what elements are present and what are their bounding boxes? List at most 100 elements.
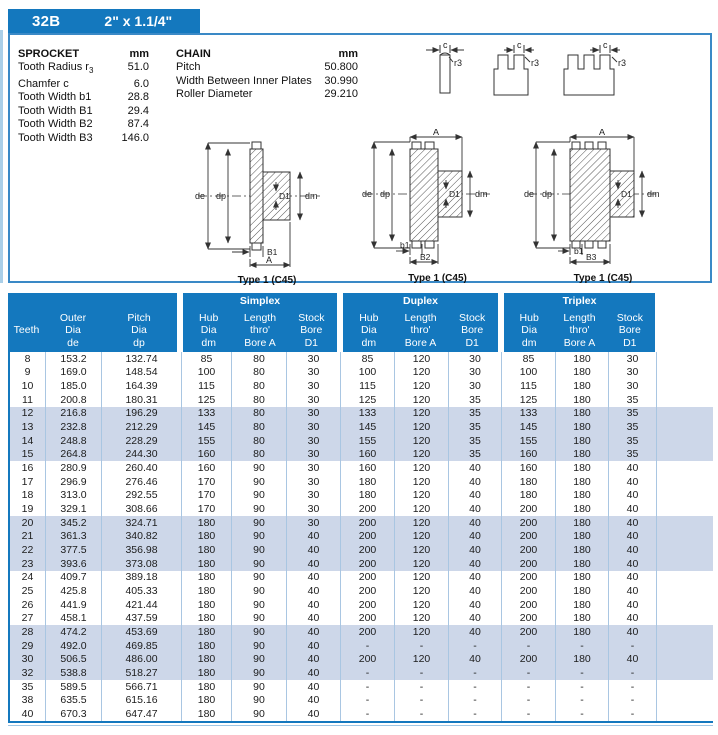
- group-title: Duplex: [402, 295, 438, 307]
- header-group-triplex: Triplex Hub Dia dm Length thro' Bore A Stock Bor…: [504, 293, 655, 352]
- table-cell: 40: [608, 652, 656, 667]
- table-cell: 90: [231, 543, 286, 557]
- table-cell: 12: [21, 407, 34, 420]
- table-row: 20 345.2 324.71 180 90 30 200 120 40 200 180 40: [10, 515, 713, 530]
- table-cell: 125: [340, 392, 394, 407]
- table-cell: 160: [501, 447, 555, 462]
- table-cell: 40: [286, 693, 340, 708]
- table-cell: 164.39: [101, 379, 181, 393]
- row-filler: [656, 406, 713, 421]
- chain-size: 2" x 1.1/4": [104, 13, 173, 29]
- table-cell: 35: [448, 433, 501, 448]
- spec-value: 87.4: [127, 118, 149, 131]
- row-filler: [656, 652, 713, 667]
- row-filler: [656, 379, 713, 393]
- table-cell: 153.2: [45, 352, 101, 366]
- table-cell: 40: [608, 584, 656, 598]
- dim-label-a: A: [433, 129, 439, 137]
- table-cell: 216.8: [45, 406, 101, 421]
- table-cell: 200: [501, 625, 555, 639]
- table-cell: 90: [231, 611, 286, 626]
- table-cell: 30: [286, 392, 340, 407]
- column-header-length-thro-bore-a: Length thro' Bore A: [404, 311, 437, 349]
- table-cell: 492.0: [45, 638, 101, 653]
- table-cell: 18: [21, 489, 34, 502]
- table-row: 19 329.1 308.66 170 90 30 200 120 40 200 180 40: [10, 502, 713, 516]
- spec-row: Width Between Inner Plates 30.990: [176, 75, 358, 88]
- table-cell: 120: [394, 515, 448, 530]
- table-cell: -: [394, 638, 448, 653]
- table-cell: 486.00: [101, 652, 181, 667]
- table-cell: 40: [286, 707, 340, 721]
- table-cell: -: [501, 707, 555, 721]
- table-cell: -: [448, 679, 501, 694]
- table-cell: 30: [286, 365, 340, 380]
- table-cell: 180: [501, 488, 555, 503]
- table-cell: 185.0: [45, 379, 101, 393]
- table-cell: 100: [501, 365, 555, 380]
- table-cell: 373.08: [101, 556, 181, 571]
- table-cell: 40: [448, 529, 501, 544]
- table-cell: 40: [286, 611, 340, 626]
- table-cell: 377.5: [45, 543, 101, 557]
- table-cell: 160: [501, 461, 555, 475]
- row-filler: [656, 556, 713, 571]
- table-cell: 200: [340, 611, 394, 626]
- spec-value: 30.990: [324, 74, 358, 87]
- dim-label-b1-small: b1: [574, 246, 584, 256]
- table-cell: 24: [21, 571, 34, 584]
- table-cell: 120: [394, 433, 448, 448]
- table-cell: 200: [501, 584, 555, 598]
- table-cell: 180: [555, 352, 608, 366]
- table-row: 15 264.8 244.30 160 80 30 160 120 35 160 180 35: [10, 447, 713, 462]
- table-row: 16 280.9 260.40 160 90 30 160 120 40 160 180 40: [10, 461, 713, 475]
- table-cell: 180: [181, 515, 231, 530]
- triplex-section-diagram: de dp D1 dm A b1 B3 Type 1 (C45): [522, 127, 684, 284]
- spec-row: Tooth Width b1 28.8: [18, 91, 149, 104]
- table-cell: -: [448, 638, 501, 653]
- table-cell: 180: [181, 652, 231, 667]
- table-cell: 35: [448, 420, 501, 434]
- table-cell: 40: [286, 679, 340, 694]
- table-cell: 120: [394, 352, 448, 366]
- table-row: 30 506.5 486.00 180 90 40 200 120 40 200 180 40: [10, 652, 713, 667]
- table-cell: 40: [608, 502, 656, 516]
- table-cell: 40: [448, 515, 501, 530]
- table-cell: 356.98: [101, 543, 181, 557]
- table-row: 10 185.0 164.39 115 80 30 115 120 30 115 180 30: [10, 379, 713, 393]
- spec-value: 146.0: [121, 131, 149, 144]
- table-cell: 200: [340, 625, 394, 639]
- table-cell: 20: [21, 516, 34, 529]
- table-cell: 133: [340, 406, 394, 421]
- table-cell: 40: [286, 597, 340, 612]
- table-cell: -: [555, 693, 608, 708]
- table-row: 11 200.8 180.31 125 80 30 125 120 35 125 180 35: [10, 392, 713, 407]
- table-cell: 232.8: [45, 420, 101, 434]
- table-cell: 313.0: [45, 488, 101, 503]
- table-cell: 441.9: [45, 597, 101, 612]
- table-cell: 506.5: [45, 652, 101, 667]
- table-cell: 120: [394, 502, 448, 516]
- table-cell: 90: [231, 625, 286, 639]
- table-cell: 421.44: [101, 597, 181, 612]
- table-row: 22 377.5 356.98 180 90 40 200 120 40 200 180 40: [10, 543, 713, 557]
- table-cell: 35: [608, 392, 656, 407]
- table-cell: 35: [608, 420, 656, 434]
- table-cell: 155: [340, 433, 394, 448]
- table-cell: 35: [608, 447, 656, 462]
- table-cell: 248.8: [45, 433, 101, 448]
- table-cell: -: [608, 638, 656, 653]
- dim-label-dm: dm: [647, 189, 660, 199]
- table-cell: 180.31: [101, 392, 181, 407]
- table-cell: -: [501, 638, 555, 653]
- table-cell: 80: [231, 352, 286, 366]
- table-cell: -: [555, 638, 608, 653]
- table-cell: 180: [181, 570, 231, 585]
- table-cell: 180: [555, 556, 608, 571]
- row-filler: [656, 611, 713, 626]
- table-cell: 40: [21, 707, 34, 720]
- table-cell: 200: [501, 611, 555, 626]
- table-row: 40 670.3 647.47 180 90 40- - - - - -: [10, 707, 713, 721]
- table-cell: 26: [21, 598, 34, 611]
- table-cell: 120: [394, 420, 448, 434]
